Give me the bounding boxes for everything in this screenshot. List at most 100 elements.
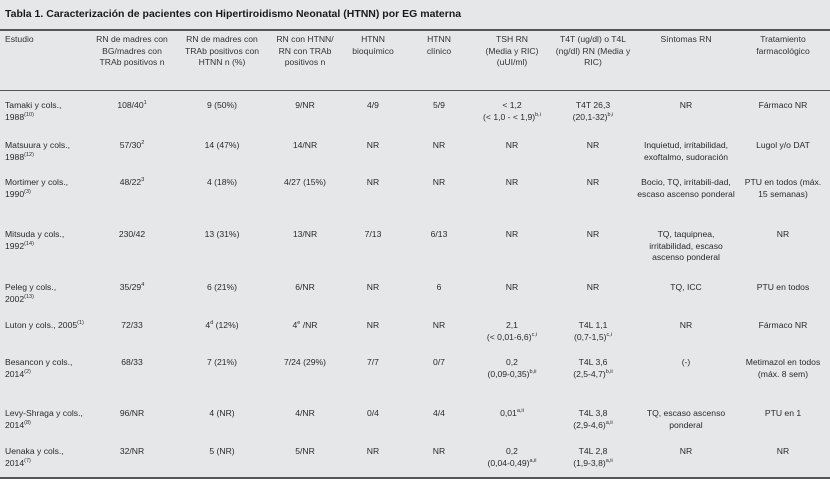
estudio-text: Mortimer y cols., 1990: [5, 177, 69, 199]
sintomas-text: TQ, taquipnea, irritabilidad, escaso asc…: [649, 229, 723, 262]
clinico-text: 5/9: [433, 100, 445, 110]
htnn-trab-cell: 13/NR: [270, 229, 340, 241]
header-cell: RN de madres con TRAb positivos con HTNN…: [184, 34, 260, 67]
table-title: Tabla 1. Caracterización de pacientes co…: [5, 8, 462, 20]
con-htnn-cell: 7 (21%): [177, 357, 267, 369]
tratamiento-cell: Lugol y/o DAT: [744, 140, 822, 152]
tratamiento-cell: Fármaco NR: [744, 320, 822, 332]
con-htnn-sup: d: [210, 320, 214, 327]
sintomas-text: (-): [681, 357, 691, 367]
sintomas-cell: NR: [636, 320, 736, 332]
htnn-trab-cell: 4/27 (15%): [270, 177, 340, 189]
t4-sup: c,i: [606, 331, 612, 338]
tratamiento-cell: PTU en todos (máx. 15 semanas): [744, 177, 822, 200]
con-htnn-text: 4: [205, 320, 211, 330]
t4-text: T4L 1,1: [578, 320, 608, 330]
t4-sup: b,i: [607, 111, 614, 118]
n-cell: 72/33: [92, 320, 172, 332]
n-cell: 68/33: [92, 357, 172, 369]
n-sup: 1: [143, 100, 147, 107]
reference-sup: (2): [24, 368, 31, 375]
tsh-cell: 0,01a,ii: [470, 408, 554, 420]
con-htnn-cell: 13 (31%): [177, 229, 267, 241]
tsh-sup: c,i: [531, 331, 538, 338]
htnn-trab-sup: e: [297, 320, 301, 327]
tratamiento-text: PTU en todos: [756, 282, 810, 292]
reference-sup: (14): [24, 240, 34, 247]
n-sup: 4: [141, 282, 145, 289]
n-text: 96/NR: [119, 408, 145, 418]
tsh-sup: b,ii: [529, 368, 537, 375]
estudio-cell: Uenaka y cols., 2014(7): [5, 446, 85, 469]
tsh-range: (< 0,01-6,6): [486, 331, 532, 342]
t4-sup: a,ii: [605, 457, 613, 464]
htnn-trab-text: 6/NR: [295, 282, 315, 292]
n-cell: 48/223: [92, 177, 172, 189]
htnn-trab-cell: 9/NR: [270, 100, 340, 112]
tsh-cell: 2,1 (< 0,01-6,6)c,i: [470, 320, 554, 343]
htnn-trab-text: 7/24 (29%): [283, 357, 327, 367]
estudio-text: Mitsuda y cols., 1992: [5, 229, 65, 251]
estudio-text: Tamaki y cols., 1988: [5, 100, 62, 122]
clinico-cell: 4/4: [409, 408, 469, 420]
t4-cell: T4T 26,3 (20,1-32)b,i: [553, 100, 633, 123]
bioquimico-cell: NR: [343, 320, 403, 332]
bioquimico-cell: 4/9: [343, 100, 403, 112]
tsh-cell: 0,2 (0,09-0,35)b,ii: [470, 357, 554, 380]
t4-range: (0,7-1,5): [574, 331, 607, 342]
header-cell: Tratamiento farmacológico: [756, 34, 810, 56]
header-cell: Síntomas RN: [660, 34, 712, 44]
con-htnn-cell: 14 (47%): [177, 140, 267, 152]
t4-cell: NR: [553, 282, 633, 294]
t4-text: T4L 3,6: [578, 357, 608, 367]
bioquimico-text: 0/4: [367, 408, 379, 418]
tsh-cell: NR: [470, 140, 554, 152]
clinico-text: NR: [432, 140, 446, 150]
bioquimico-cell: NR: [343, 140, 403, 152]
tratamiento-cell: Metimazol en todos (máx. 8 sem): [744, 357, 822, 380]
tratamiento-text: Fármaco NR: [758, 320, 808, 330]
htnn-trab-text: 4/27 (15%): [283, 177, 327, 187]
bioquimico-cell: NR: [343, 446, 403, 458]
tsh-sup: a,ii: [516, 408, 524, 415]
clinico-text: 4/4: [433, 408, 445, 418]
reference-sup: (1): [77, 320, 84, 327]
tsh-text: 0,2: [506, 446, 518, 456]
reference-sup: (12): [24, 151, 34, 158]
htnn-trab-cell: 4/NR: [270, 408, 340, 420]
n-cell: 35/294: [92, 282, 172, 294]
n-text: 57/30: [119, 140, 142, 150]
n-cell: 230/42: [92, 229, 172, 241]
n-sup: 3: [141, 177, 145, 184]
bioquimico-cell: 7/7: [343, 357, 403, 369]
t4-cell: NR: [553, 177, 633, 189]
reference-sup: (8): [24, 419, 31, 426]
clinico-cell: 0/7: [409, 357, 469, 369]
sintomas-cell: TQ, ICC: [636, 282, 736, 294]
tsh-cell: NR: [470, 229, 554, 241]
tratamiento-cell: NR: [744, 446, 822, 458]
tsh-sup: a,ii: [529, 457, 537, 464]
sintomas-text: NR: [679, 446, 693, 456]
n-text: 35/29: [119, 282, 142, 292]
htnn-trab-cell: 4e /NR: [270, 320, 340, 332]
tratamiento-text: Metimazol en todos (máx. 8 sem): [745, 357, 821, 379]
con-htnn-text: 4 (NR): [209, 408, 235, 418]
header-cell: RN con HTNN/ RN con TRAb positivos n: [276, 34, 334, 67]
bioquimico-text: NR: [366, 177, 380, 187]
t4-cell: T4L 1,1 (0,7-1,5)c,i: [553, 320, 633, 343]
header-cell: T4T (ug/dl) o T4L (ng/dl) RN (Media y RI…: [555, 34, 631, 67]
clinico-cell: 6/13: [409, 229, 469, 241]
n-text: 48/22: [119, 177, 142, 187]
tsh-text: NR: [505, 229, 519, 239]
con-htnn-text: 14 (47%): [204, 140, 240, 150]
estudio-cell: Besancon y cols., 2014(2): [5, 357, 85, 380]
t4-text: NR: [586, 229, 600, 239]
header-cell: RN de madres con BG/madres con TRAb posi…: [96, 34, 168, 67]
estudio-cell: Tamaki y cols., 1988(10): [5, 100, 85, 123]
bioquimico-cell: 7/13: [343, 229, 403, 241]
sintomas-cell: NR: [636, 100, 736, 112]
t4-sup: b,ii: [605, 368, 613, 375]
con-htnn-text: 9 (50%): [206, 100, 238, 110]
tsh-cell: < 1,2 (< 1,0 - < 1,9)b,i: [470, 100, 554, 123]
